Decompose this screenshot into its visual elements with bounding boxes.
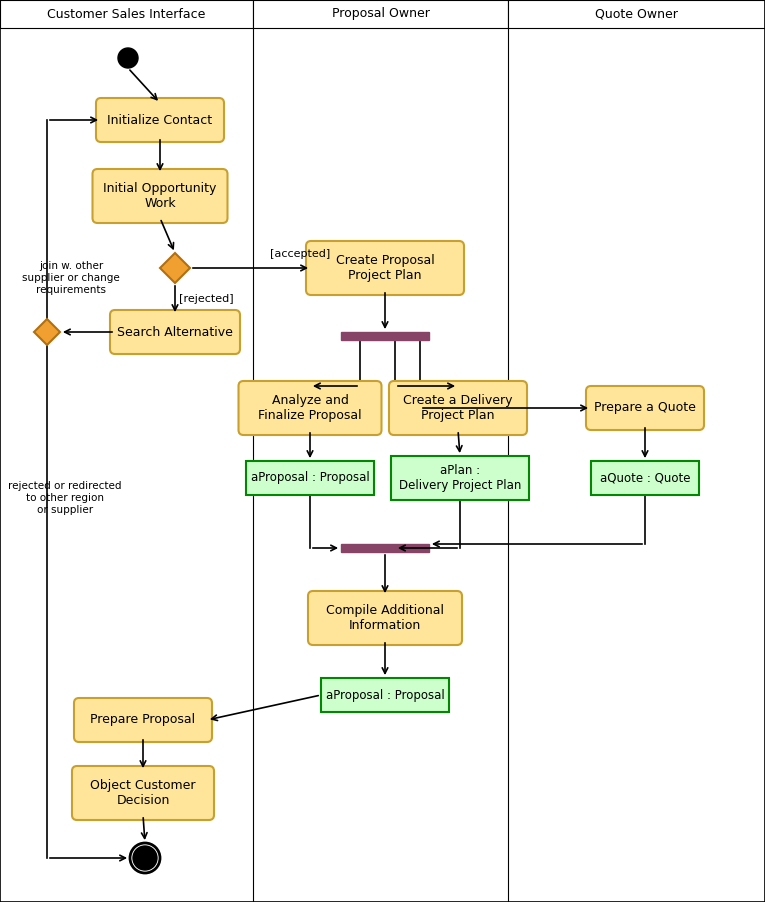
Text: rejected or redirected
to other region
or supplier: rejected or redirected to other region o… — [8, 482, 122, 515]
Circle shape — [133, 846, 157, 870]
Polygon shape — [160, 253, 190, 283]
FancyBboxPatch shape — [110, 310, 240, 354]
FancyBboxPatch shape — [389, 381, 527, 435]
Polygon shape — [34, 319, 60, 345]
FancyBboxPatch shape — [306, 241, 464, 295]
Circle shape — [118, 48, 138, 68]
FancyBboxPatch shape — [239, 381, 382, 435]
Text: Search Alternative: Search Alternative — [117, 326, 233, 338]
FancyBboxPatch shape — [586, 386, 704, 430]
Text: Initialize Contact: Initialize Contact — [107, 114, 213, 126]
Text: Object Customer
Decision: Object Customer Decision — [90, 779, 196, 807]
Text: Proposal Owner: Proposal Owner — [331, 7, 429, 21]
Bar — [508, 0, 765, 28]
Text: Create Proposal
Project Plan: Create Proposal Project Plan — [336, 254, 435, 282]
FancyBboxPatch shape — [74, 698, 212, 742]
Text: join w. other
supplier or change
requirements: join w. other supplier or change require… — [22, 262, 120, 295]
FancyBboxPatch shape — [308, 591, 462, 645]
Bar — [341, 544, 429, 552]
FancyBboxPatch shape — [96, 98, 224, 142]
Text: [rejected]: [rejected] — [179, 294, 233, 304]
Bar — [321, 678, 449, 712]
Bar — [0, 0, 253, 28]
Text: aProposal : Proposal: aProposal : Proposal — [326, 688, 444, 702]
Text: Prepare Proposal: Prepare Proposal — [90, 713, 196, 726]
Text: Prepare a Quote: Prepare a Quote — [594, 401, 696, 415]
Text: Compile Additional
Information: Compile Additional Information — [326, 604, 444, 632]
FancyBboxPatch shape — [93, 169, 227, 223]
Bar — [591, 461, 699, 495]
Bar — [341, 332, 429, 340]
Bar — [253, 0, 508, 28]
Text: Customer Sales Interface: Customer Sales Interface — [47, 7, 206, 21]
Text: Create a Delivery
Project Plan: Create a Delivery Project Plan — [403, 394, 513, 422]
Text: aProposal : Proposal: aProposal : Proposal — [251, 472, 369, 484]
Text: [accepted]: [accepted] — [270, 249, 330, 259]
Bar — [246, 461, 374, 495]
Bar — [391, 456, 529, 500]
Text: Initial Opportunity
Work: Initial Opportunity Work — [103, 182, 216, 210]
Text: aQuote : Quote: aQuote : Quote — [600, 472, 690, 484]
Text: Quote Owner: Quote Owner — [595, 7, 678, 21]
FancyBboxPatch shape — [72, 766, 214, 820]
Text: aPlan :
Delivery Project Plan: aPlan : Delivery Project Plan — [399, 464, 521, 492]
Text: Analyze and
Finalize Proposal: Analyze and Finalize Proposal — [258, 394, 362, 422]
